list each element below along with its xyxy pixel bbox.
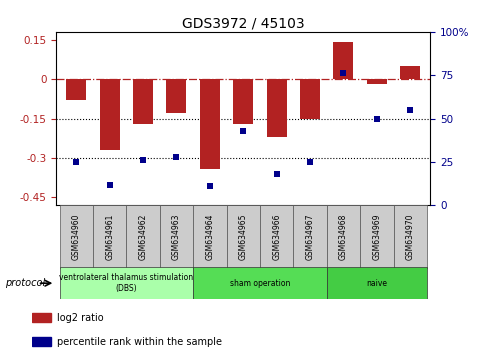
Bar [133, 79, 153, 124]
Text: naive: naive [366, 279, 386, 288]
Bar [166, 79, 186, 113]
FancyBboxPatch shape [60, 267, 193, 299]
Text: protocol: protocol [5, 278, 45, 288]
Point [305, 159, 313, 165]
FancyBboxPatch shape [60, 205, 93, 269]
FancyBboxPatch shape [260, 205, 293, 269]
Title: GDS3972 / 45103: GDS3972 / 45103 [182, 17, 304, 31]
Point [239, 128, 246, 133]
FancyBboxPatch shape [126, 205, 160, 269]
Text: GSM634961: GSM634961 [105, 214, 114, 261]
Bar [32, 337, 51, 346]
Text: GSM634967: GSM634967 [305, 214, 314, 261]
Text: GSM634968: GSM634968 [338, 214, 347, 261]
Text: GSM634969: GSM634969 [372, 214, 381, 261]
Bar [366, 79, 386, 84]
Bar [100, 79, 120, 150]
Point [72, 159, 80, 165]
FancyBboxPatch shape [326, 267, 426, 299]
Text: GSM634965: GSM634965 [238, 214, 247, 261]
Text: GSM634963: GSM634963 [172, 214, 181, 261]
FancyBboxPatch shape [293, 205, 326, 269]
Bar [266, 79, 286, 137]
Point [406, 107, 413, 113]
Bar [66, 79, 86, 100]
Text: GSM634964: GSM634964 [205, 214, 214, 261]
Point [272, 171, 280, 177]
Point [139, 158, 147, 163]
Point [339, 71, 346, 76]
FancyBboxPatch shape [360, 205, 393, 269]
Bar [333, 42, 353, 79]
FancyBboxPatch shape [193, 267, 326, 299]
Bar [400, 66, 420, 79]
FancyBboxPatch shape [326, 205, 360, 269]
FancyBboxPatch shape [393, 205, 426, 269]
Bar [32, 313, 51, 322]
Bar [300, 79, 320, 119]
Text: GSM634966: GSM634966 [272, 214, 281, 261]
FancyBboxPatch shape [226, 205, 260, 269]
FancyBboxPatch shape [93, 205, 126, 269]
Text: percentile rank within the sample: percentile rank within the sample [58, 337, 222, 347]
Text: log2 ratio: log2 ratio [58, 313, 104, 323]
Text: sham operation: sham operation [229, 279, 289, 288]
Text: ventrolateral thalamus stimulation
(DBS): ventrolateral thalamus stimulation (DBS) [59, 274, 193, 293]
Point [105, 182, 113, 187]
FancyBboxPatch shape [160, 205, 193, 269]
Point [205, 183, 213, 189]
FancyBboxPatch shape [193, 205, 226, 269]
Point [372, 116, 380, 121]
Bar [233, 79, 253, 124]
Text: GSM634960: GSM634960 [72, 214, 81, 261]
Text: GSM634962: GSM634962 [138, 214, 147, 261]
Point [172, 154, 180, 160]
Bar [200, 79, 220, 169]
Text: GSM634970: GSM634970 [405, 214, 414, 261]
